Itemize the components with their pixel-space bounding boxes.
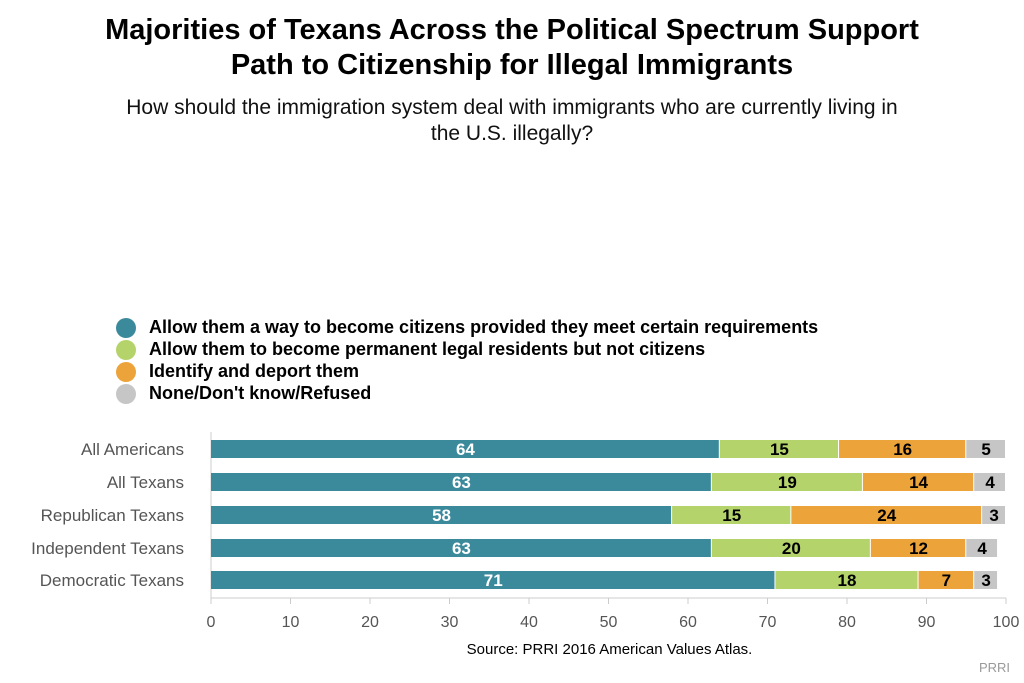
bar-segment xyxy=(211,473,711,491)
legend-label-none: None/Don't know/Refused xyxy=(149,383,372,403)
bar-value-label: 63 xyxy=(452,539,471,558)
legend-swatch-citizenship xyxy=(116,318,136,338)
bar-segment xyxy=(211,571,775,589)
source-note: Source: PRRI 2016 American Values Atlas. xyxy=(466,641,753,658)
bar-value-label: 20 xyxy=(782,539,801,558)
bar-segment xyxy=(918,571,974,589)
bar-value-label: 15 xyxy=(722,506,741,525)
x-tick-label: 80 xyxy=(838,614,856,631)
x-tick-label: 40 xyxy=(520,614,538,631)
bar-segment xyxy=(672,506,791,524)
chart-title-line-2: Path to Citizenship for Illegal Immigran… xyxy=(230,49,794,81)
bar-value-label: 12 xyxy=(909,539,928,558)
x-tick-label: 90 xyxy=(918,614,936,631)
legend-label-legal-residents: Allow them to become permanent legal res… xyxy=(149,339,706,359)
bar-segment xyxy=(974,473,1005,491)
bar-value-label: 7 xyxy=(942,571,951,590)
legend-swatch-none xyxy=(116,384,136,404)
x-tick-label: 60 xyxy=(679,614,697,631)
bar-segment xyxy=(711,539,870,557)
bar-segment xyxy=(791,506,982,524)
bar-value-label: 24 xyxy=(877,506,896,525)
legend-swatch-deport xyxy=(116,362,136,382)
bar-segment xyxy=(211,506,672,524)
bar-segment xyxy=(974,571,998,589)
bar-segment xyxy=(862,473,974,491)
chart-title-line-1: Majorities of Texans Across the Politica… xyxy=(105,14,919,46)
bar-segment xyxy=(719,440,839,458)
bar-value-label: 4 xyxy=(977,539,987,558)
bar-value-label: 71 xyxy=(484,571,503,590)
bar-value-label: 64 xyxy=(456,440,475,459)
bar-segment xyxy=(966,539,998,557)
bar-segment xyxy=(711,473,862,491)
legend-label-deport: Identify and deport them xyxy=(149,361,360,381)
chart-subtitle-line-1: How should the immigration system deal w… xyxy=(126,96,898,119)
bar-segment xyxy=(211,539,711,557)
bar-value-label: 5 xyxy=(981,440,990,459)
bar-value-label: 18 xyxy=(838,571,857,590)
bar-value-label: 15 xyxy=(770,440,789,459)
bar-value-label: 3 xyxy=(981,571,990,590)
bar-segment xyxy=(839,440,966,458)
bar-value-label: 3 xyxy=(989,506,998,525)
bar-segment xyxy=(775,571,918,589)
bar-segment xyxy=(982,506,1005,524)
category-label: All Texans xyxy=(107,473,184,492)
chart-subtitle-line-2: the U.S. illegally? xyxy=(430,122,594,145)
bar-segment xyxy=(966,440,1005,458)
legend-label-citizenship: Allow them a way to become citizens prov… xyxy=(149,317,819,337)
bar-value-label: 58 xyxy=(432,506,451,525)
category-label: Democratic Texans xyxy=(40,571,184,590)
bar-value-label: 16 xyxy=(893,440,912,459)
x-tick-label: 0 xyxy=(207,614,216,631)
x-tick-label: 30 xyxy=(441,614,459,631)
bar-value-label: 14 xyxy=(909,473,928,492)
x-tick-label: 50 xyxy=(600,614,618,631)
x-tick-label: 20 xyxy=(361,614,379,631)
prri-watermark: PRRI xyxy=(978,660,1010,675)
bar-value-label: 63 xyxy=(452,473,471,492)
x-tick-label: 10 xyxy=(282,614,300,631)
category-label: Republican Texans xyxy=(41,506,184,525)
x-tick-label: 100 xyxy=(993,614,1020,631)
bar-value-label: 19 xyxy=(778,473,797,492)
x-tick-label: 70 xyxy=(759,614,777,631)
legend-swatch-legal-residents xyxy=(116,340,136,360)
category-label: All Americans xyxy=(81,440,184,459)
bar-segment xyxy=(870,539,966,557)
bar-segment xyxy=(211,440,719,458)
category-label: Independent Texans xyxy=(31,539,184,558)
bar-value-label: 4 xyxy=(985,473,995,492)
